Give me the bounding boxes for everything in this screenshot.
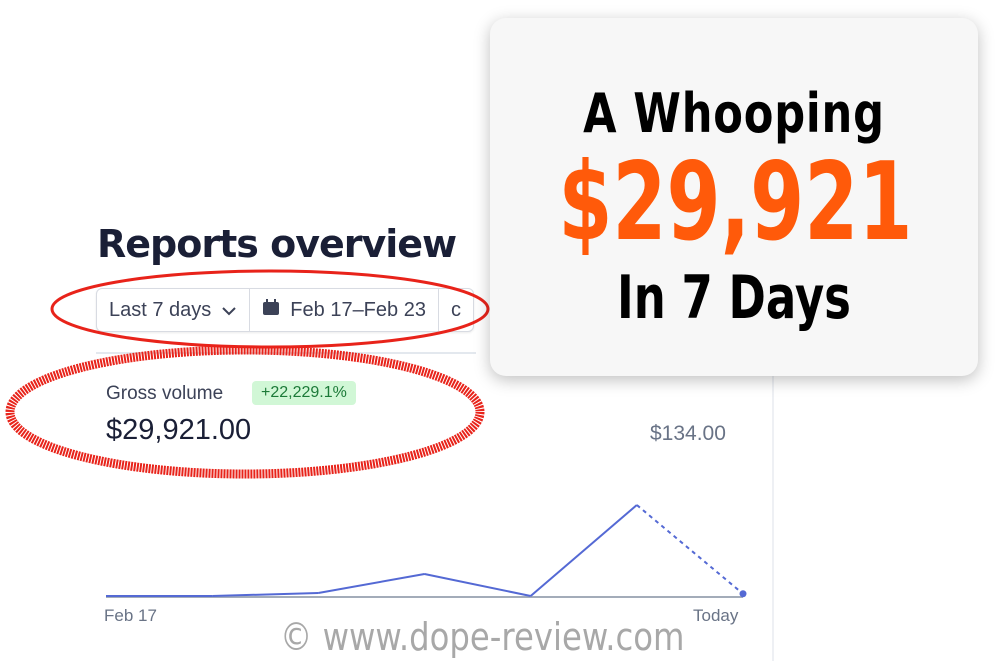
previous-period-value: $134.00 xyxy=(650,422,726,445)
page-title: Reports overview xyxy=(97,222,457,266)
filter-bar: Last 7 days Feb 17–Feb 23 c xyxy=(96,288,474,332)
x-tick-label: Feb 17 xyxy=(104,606,157,625)
chevron-down-icon xyxy=(221,299,237,322)
gross-volume-value: $29,921.00 xyxy=(106,414,252,446)
overlay-amount: $29,921 xyxy=(558,140,913,265)
data-point-today xyxy=(739,590,747,598)
calendar-icon xyxy=(262,298,280,322)
annotation-ellipse-filters xyxy=(50,269,490,349)
series-segment xyxy=(318,573,425,594)
watermark: © www.dope-review.com xyxy=(280,615,685,659)
gross-volume-label: Gross volume xyxy=(106,383,224,404)
promo-overlay-card: A Whooping $29,921 In 7 Days xyxy=(490,18,978,376)
range-label: Last 7 days xyxy=(109,298,212,321)
series-segment xyxy=(530,504,638,597)
change-badge: +22,229.1% xyxy=(252,381,356,405)
date-range-label: Feb 17–Feb 23 xyxy=(290,298,426,321)
overlay-line-1: A Whooping xyxy=(583,82,885,145)
overlay-line-3: In 7 Days xyxy=(617,263,851,333)
series-segment xyxy=(424,573,531,597)
series-segment xyxy=(636,504,744,595)
date-range-picker[interactable]: Feb 17–Feb 23 xyxy=(250,289,439,331)
x-tick-label: Today xyxy=(693,606,739,625)
compare-button[interactable]: c xyxy=(439,289,473,331)
compare-label: c xyxy=(450,298,461,321)
annotation-ellipse-volume xyxy=(5,345,485,479)
range-select[interactable]: Last 7 days xyxy=(97,289,251,331)
series-segment xyxy=(212,591,319,597)
panel-divider xyxy=(772,150,774,661)
